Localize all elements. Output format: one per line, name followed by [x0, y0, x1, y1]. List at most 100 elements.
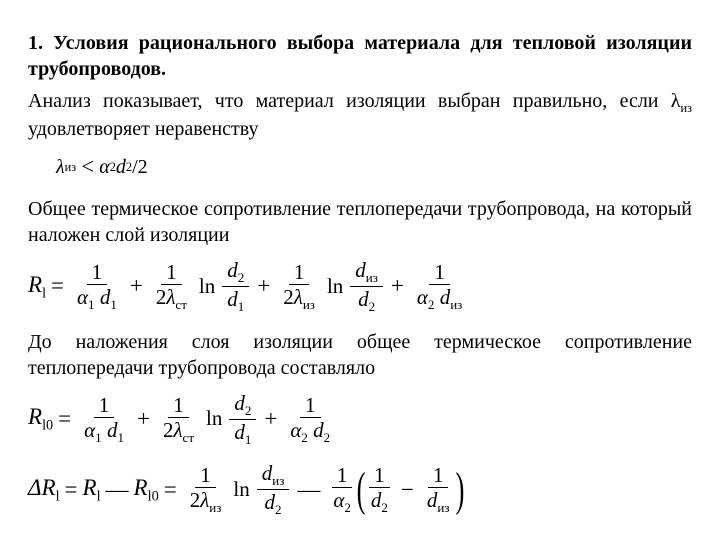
paren-close-icon: ) — [455, 471, 464, 509]
den-two-1: 2 — [156, 285, 167, 309]
denD-d2b: d — [371, 488, 382, 512]
ineq-two: 2 — [138, 154, 148, 180]
den-two-2: 2 — [283, 285, 294, 309]
den-d1b: d — [227, 287, 238, 311]
para1-lead: Анализ показывает, что материал изоляции… — [28, 90, 680, 112]
frac-dizd2: dиз d2 — [350, 258, 383, 315]
num0-d2s: 2 — [245, 403, 252, 418]
den-lamst-s: ст — [175, 297, 186, 312]
den0-d1: d — [107, 418, 118, 442]
ln-1: ln — [199, 273, 215, 300]
ineq-lhs-sub: из — [65, 159, 77, 175]
denD-lamiz-s: из — [209, 501, 221, 516]
rl-lhs: Rl — [28, 270, 46, 303]
minus-2: — — [297, 475, 320, 505]
num-one-2: 1 — [161, 260, 182, 285]
den-diz-s: из — [450, 297, 462, 312]
den0-a1s: 1 — [95, 430, 102, 445]
plus0-2: + — [264, 404, 277, 434]
den-diz: d — [440, 285, 451, 309]
numD-one-1: 1 — [195, 463, 216, 488]
drl-ls: l — [56, 489, 60, 505]
denD-d2s: 2 — [275, 502, 282, 517]
paragraph-2: Общее термическое сопротивление теплопер… — [28, 196, 692, 248]
frac0-d2d1: d2 d1 — [229, 391, 256, 448]
eq-op-2: = — [58, 404, 71, 434]
ln0: ln — [206, 405, 222, 432]
frac-a2diz: 1 α2 dиз — [412, 260, 467, 313]
num0-one-3: 1 — [300, 393, 321, 418]
equation-rl0: Rl0 = 1 α1 d1 + 1 2λст ln d2 d1 + 1 α2 d… — [28, 391, 692, 448]
den0-a2: α — [290, 418, 301, 442]
den-a2: α — [417, 285, 428, 309]
fracD-d2inv: 1 d2 — [366, 463, 393, 516]
fracD-a2: 1 α2 — [328, 463, 356, 516]
rl-sub: l — [42, 285, 46, 301]
den0-d2b: d — [313, 418, 324, 442]
den-a2s: 2 — [428, 297, 435, 312]
eq-op-4: = — [164, 475, 177, 505]
num-diz-s: из — [366, 270, 378, 285]
frac-2lamst: 1 2λст — [151, 260, 192, 313]
denD-dizb: d — [427, 488, 438, 512]
ineq-d2: d — [116, 154, 126, 180]
ln-2: ln — [327, 273, 343, 300]
den0-d2bs: 2 — [324, 430, 331, 445]
den0-d1s: 1 — [117, 430, 124, 445]
den-a1: α — [77, 285, 88, 309]
den-d1s: 1 — [110, 297, 117, 312]
num0-one-2: 1 — [168, 393, 189, 418]
denD-a2: α — [333, 488, 344, 512]
denD-two: 2 — [190, 488, 201, 512]
denD-d2: d — [265, 490, 276, 514]
rl0-R: R — [28, 404, 42, 429]
frac-2lamiz: 1 2λиз — [278, 260, 320, 313]
frac0-a2d2: 1 α2 d2 — [285, 393, 335, 446]
den-d2s: 2 — [369, 299, 376, 314]
denD-a2s: 2 — [344, 501, 351, 516]
rl-R: R — [28, 272, 42, 297]
plus0-1: + — [137, 404, 150, 434]
ineq-alpha2: α — [99, 154, 110, 180]
lt-operator: < — [81, 152, 94, 182]
fracD-2lamiz: 1 2λиз — [185, 463, 227, 516]
drl-delta: Δ — [28, 475, 42, 500]
numD-diz-s: из — [272, 474, 284, 489]
num-diz: d — [355, 258, 366, 282]
num0-d2: d — [234, 391, 245, 415]
den0-lamst: λ — [173, 418, 182, 442]
den0-d1bs: 1 — [245, 432, 252, 447]
drl-R: R — [42, 475, 56, 500]
drl-rl0: Rl0 — [134, 473, 159, 506]
den0-lamst-s: ст — [183, 430, 194, 445]
equation-deltarl: ΔRl = Rl — Rl0 = 1 2λиз ln dиз d2 — 1 α2… — [28, 461, 692, 518]
den0-a1: α — [84, 418, 95, 442]
num0-one-1: 1 — [94, 393, 115, 418]
numD-one-4: 1 — [428, 463, 449, 488]
plus-3: + — [391, 271, 404, 301]
ineq-lhs: λ — [56, 154, 65, 180]
den0-d1b: d — [234, 420, 245, 444]
drl-l0s: l0 — [148, 489, 159, 505]
frac0-2lamst: 1 2λст — [158, 393, 199, 446]
frac-a1d1: 1 α1 d1 — [72, 260, 122, 313]
den-d2: d — [358, 287, 369, 311]
paren-open-icon: ( — [357, 471, 366, 509]
den-lamiz: λ — [294, 285, 303, 309]
paragraph-1: Анализ показывает, что материал изоляции… — [28, 88, 692, 142]
para1-tail: удовлетворяет неравенству — [28, 118, 259, 140]
numD-diz: d — [262, 461, 273, 485]
den0-two: 2 — [163, 418, 174, 442]
num-one-4: 1 — [429, 260, 450, 285]
plus-1: + — [130, 271, 143, 301]
plus-2: + — [257, 271, 270, 301]
fracD-dizinv: 1 dиз — [422, 463, 455, 516]
eq-op: = — [51, 271, 64, 301]
num-one-3: 1 — [289, 260, 310, 285]
fracD-dizd2: dиз d2 — [257, 461, 290, 518]
denD-lamiz: λ — [200, 488, 209, 512]
section-title: 1. Условия рационального выбора материал… — [28, 30, 692, 82]
inequality: λиз < α2 d2 / 2 — [28, 152, 692, 182]
paragraph-3: До наложения слоя изоляции общее термиче… — [28, 329, 692, 381]
eq-op-3: = — [65, 475, 78, 505]
